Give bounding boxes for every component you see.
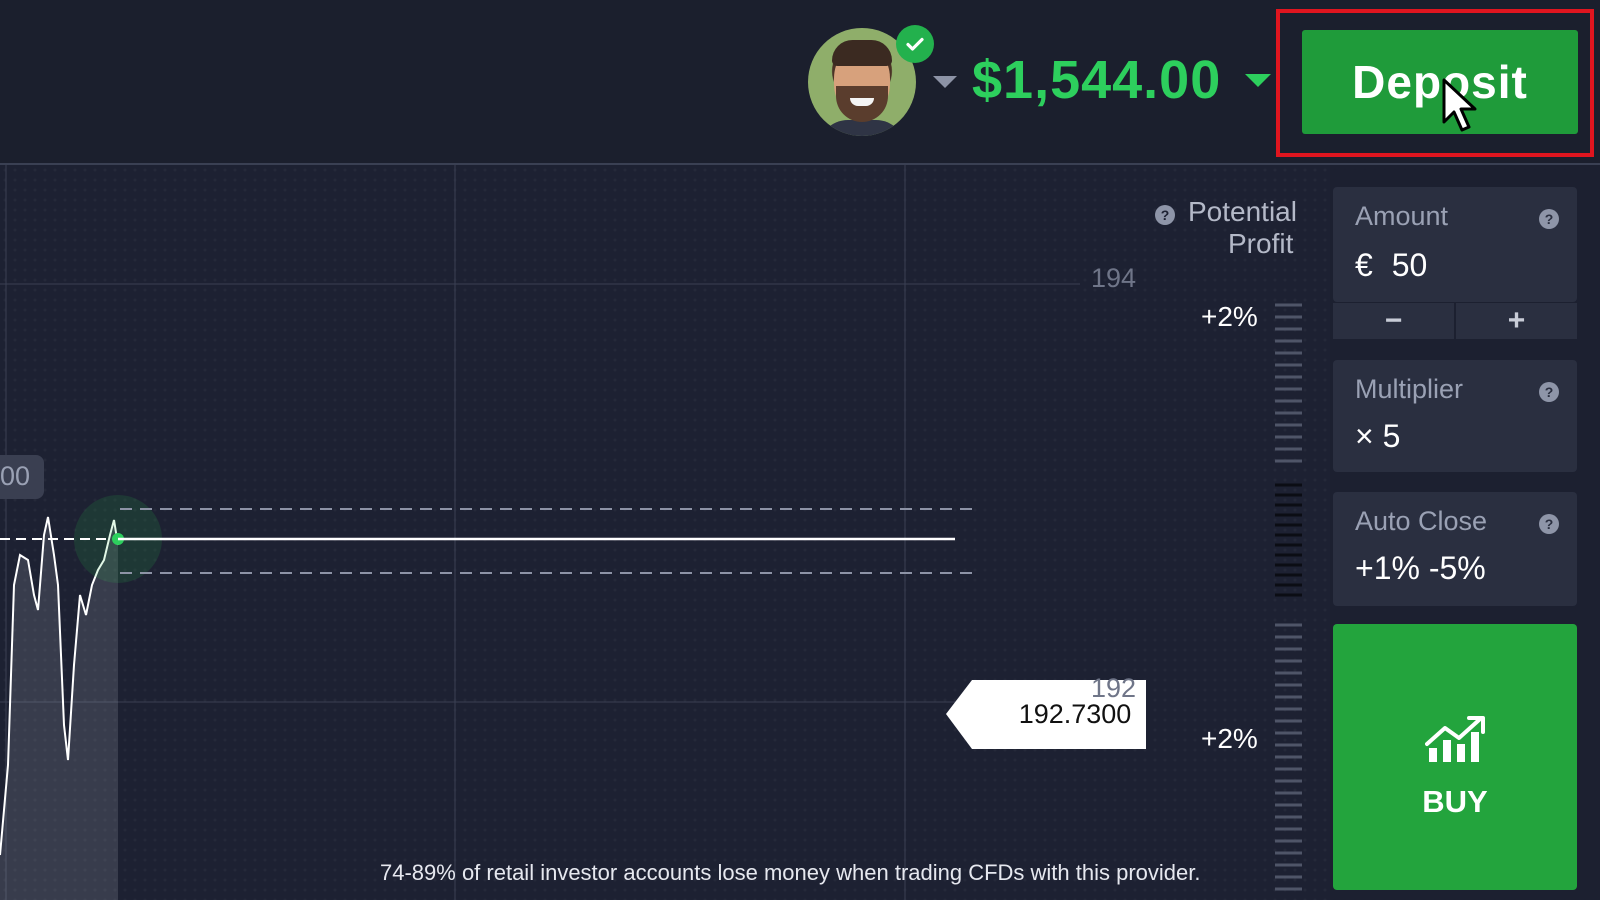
- buy-button[interactable]: BUY: [1333, 624, 1577, 890]
- price-tag-shape: [946, 680, 1146, 749]
- current-price-tag: 192.7300: [946, 680, 1146, 749]
- profit-scale-active: [1275, 483, 1302, 597]
- price-chart[interactable]: 00 192.7300 ? Potential Profit 194 192 +…: [0, 165, 1330, 900]
- auto-close-help-icon[interactable]: ?: [1539, 514, 1559, 534]
- profit-upper-percent: +2%: [1201, 301, 1258, 332]
- profit-lower-percent: +2%: [1201, 723, 1258, 754]
- amount-decrease-button[interactable]: −: [1333, 303, 1454, 339]
- potential-profit-label-1: Potential: [1188, 196, 1297, 227]
- avatar-menu-chevron-down-icon[interactable]: [933, 76, 957, 88]
- current-price-value: 192.7300: [1018, 699, 1132, 729]
- price-tick-192: 192: [1091, 673, 1137, 703]
- avatar-shirt: [818, 120, 906, 136]
- auto-close-value: +1% -5%: [1355, 550, 1486, 586]
- auto-close-panel[interactable]: Auto Close ? +1% -5%: [1333, 492, 1577, 606]
- price-tick-194: 194: [1091, 263, 1137, 293]
- risk-disclaimer: 74-89% of retail investor accounts lose …: [380, 860, 1201, 885]
- mouse-pointer-icon: [1442, 78, 1477, 132]
- avatar-hair: [832, 40, 892, 66]
- trend-up-chart-icon: [1425, 716, 1485, 762]
- balance-chevron-down-icon[interactable]: [1245, 74, 1271, 87]
- multiplier-label: Multiplier: [1355, 374, 1464, 404]
- amount-increase-button[interactable]: +: [1456, 303, 1577, 339]
- price-line: [0, 516, 119, 856]
- verified-check-icon: [896, 25, 934, 63]
- potential-profit-help-icon[interactable]: ?: [1155, 205, 1175, 225]
- auto-close-label: Auto Close: [1355, 506, 1488, 536]
- amount-value: 50: [1391, 247, 1428, 283]
- multiplier-help-icon[interactable]: ?: [1539, 382, 1559, 402]
- left-price-tag: 00: [0, 455, 44, 499]
- price-area: [0, 517, 118, 900]
- amount-help-icon[interactable]: ?: [1539, 209, 1559, 229]
- account-balance[interactable]: $1,544.00: [972, 50, 1222, 110]
- amount-label: Amount: [1355, 201, 1449, 231]
- amount-value-row[interactable]: € 50: [1355, 247, 1427, 284]
- deposit-button[interactable]: Deposit: [1302, 30, 1578, 134]
- potential-profit-label-2: Profit: [1228, 228, 1294, 259]
- deposit-highlight-frame: [1276, 9, 1594, 157]
- chart-canvas: [0, 165, 1302, 900]
- avatar-mouth: [850, 98, 874, 106]
- amount-currency: €: [1355, 247, 1373, 283]
- profit-scale: [1275, 303, 1302, 891]
- amount-panel[interactable]: Amount ? € 50: [1333, 187, 1577, 302]
- top-bar: $1,544.00 Deposit: [0, 0, 1600, 165]
- left-price-tag-text: 00: [0, 461, 31, 491]
- multiplier-panel[interactable]: Multiplier ? × 5: [1333, 360, 1577, 472]
- multiplier-value: × 5: [1355, 418, 1401, 454]
- buy-label: BUY: [1422, 784, 1488, 819]
